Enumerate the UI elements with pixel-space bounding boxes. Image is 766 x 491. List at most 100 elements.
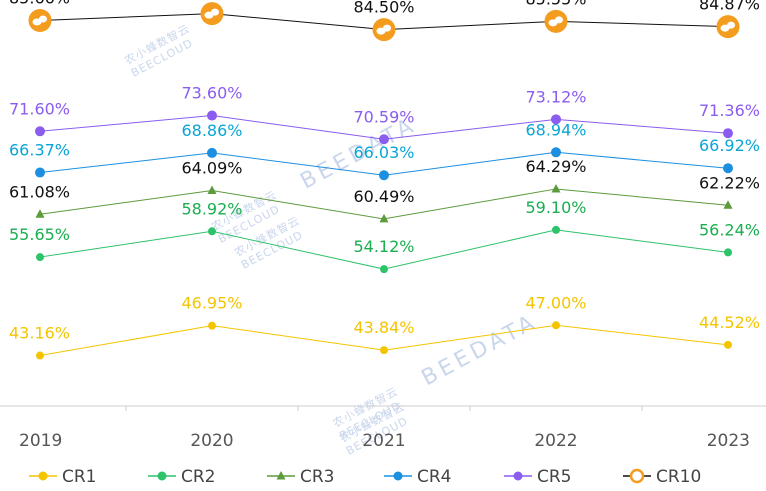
data-point (551, 114, 561, 125)
data-label: 66.37% (9, 141, 70, 160)
bee-legend-icon (629, 468, 645, 484)
legend-label: CR5 (537, 467, 572, 487)
legend-item-cr4[interactable]: CR4 (384, 467, 452, 487)
data-point (552, 321, 560, 330)
legend-item-cr10[interactable]: CR10 (623, 467, 701, 487)
bee-marker-wing (211, 8, 219, 16)
bee-marker-icon (372, 18, 396, 42)
data-label: 64.09% (181, 159, 242, 178)
data-point (35, 209, 45, 218)
plot-area: 43.16% 46.95% 43.84% 47.00% 44.52% 55.65% 58.9… (9, 0, 760, 360)
legend-label: CR1 (62, 467, 97, 487)
data-label: 71.36% (699, 101, 760, 120)
data-label: 47.00% (525, 293, 586, 312)
bee-marker-icon (200, 2, 224, 26)
data-label: 84.87% (699, 0, 760, 14)
data-point (208, 321, 216, 330)
bee-marker-wing (376, 27, 386, 35)
data-label: 66.03% (353, 143, 414, 162)
legend-marker (38, 471, 48, 481)
x-axis: 2019 2020 2021 2022 2023 (0, 405, 766, 451)
data-point (552, 225, 560, 234)
data-point (207, 110, 217, 121)
x-tick-label: 2021 (362, 431, 405, 451)
data-label: 64.29% (525, 157, 586, 176)
bee-marker-wing (383, 24, 391, 32)
series-cr4: 66.37% 68.86% 66.03% 68.94% 66.92% (9, 120, 760, 181)
data-point (208, 227, 216, 236)
data-point (379, 134, 389, 145)
data-label: 55.65% (9, 225, 70, 244)
data-label: 85.66% (9, 0, 70, 7)
data-label: 84.50% (353, 0, 414, 17)
bee-marker-wing (548, 19, 558, 27)
data-label: 43.16% (9, 324, 70, 343)
data-label: 73.12% (525, 87, 586, 106)
data-label: 54.12% (353, 237, 414, 256)
data-label: 56.24% (699, 220, 760, 239)
data-point (207, 147, 217, 158)
legend-marker (157, 471, 167, 481)
legend-label: CR10 (656, 467, 701, 487)
data-label: 66.92% (699, 136, 760, 155)
data-point (35, 126, 45, 137)
bee-marker-icon (28, 8, 52, 32)
bee-marker-wing (204, 11, 214, 19)
legend-marker (276, 471, 286, 480)
data-label: 86.53% (181, 0, 242, 1)
data-label: 44.52% (699, 313, 760, 332)
bee-marker-wing (555, 16, 563, 24)
data-label: 60.49% (353, 187, 414, 206)
data-label: 68.94% (525, 120, 586, 139)
data-point (207, 185, 217, 195)
x-tick-label: 2023 (707, 431, 750, 451)
data-label: 62.22% (699, 173, 760, 192)
data-label: 85.55% (525, 0, 586, 8)
data-point (36, 253, 44, 262)
data-label: 43.84% (353, 318, 414, 337)
data-point (723, 128, 733, 139)
data-point (379, 170, 389, 181)
series-cr5: 71.60% 73.60% 70.59% 73.12% 71.36% (9, 84, 760, 145)
x-tick-label: 2022 (534, 431, 577, 451)
legend-label: CR2 (181, 467, 216, 487)
data-point (724, 248, 732, 257)
legend-marker (393, 471, 403, 481)
legend-item-cr1[interactable]: CR1 (29, 467, 97, 487)
data-point (723, 163, 733, 174)
series-cr1: 43.16% 46.95% 43.84% 47.00% 44.52% (9, 293, 760, 360)
data-label: 58.92% (181, 199, 242, 218)
data-point (36, 351, 44, 360)
legend-item-cr3[interactable]: CR3 (267, 467, 335, 487)
data-label: 61.08% (9, 182, 70, 201)
bee-marker-wing (720, 24, 730, 32)
bee-marker-wing (39, 15, 47, 23)
data-point (35, 167, 45, 178)
data-point (379, 213, 389, 223)
legend-item-cr2[interactable]: CR2 (148, 467, 216, 487)
data-label: 59.10% (525, 198, 586, 217)
data-point (380, 346, 388, 355)
x-tick-label: 2020 (190, 431, 233, 451)
data-point (551, 147, 561, 158)
watermark-brand: BEEDATA (418, 309, 542, 391)
data-label: 70.59% (353, 107, 414, 126)
data-point (551, 183, 561, 193)
data-point (723, 200, 733, 209)
bee-marker-icon (544, 9, 568, 33)
bee-marker-icon (716, 15, 740, 39)
x-tick-label: 2019 (19, 431, 62, 451)
data-label: 71.60% (9, 99, 70, 118)
legend[interactable]: CR1 CR2 CR3 CR4 CR5 CR10 (29, 467, 701, 487)
data-label: 68.86% (181, 121, 242, 140)
data-point (380, 265, 388, 274)
data-label: 46.95% (181, 294, 242, 313)
series-cr10: 85.66% 86.53% 84.50% 85.55% 84.87% (9, 0, 760, 42)
series-cr2: 55.65% 58.92% 54.12% 59.10% 56.24% (9, 198, 760, 274)
bee-marker-wing (727, 21, 735, 29)
legend-label: CR4 (417, 467, 452, 487)
legend-label: CR3 (300, 467, 335, 487)
bee-marker-wing (32, 18, 42, 26)
legend-item-cr5[interactable]: CR5 (504, 467, 572, 487)
